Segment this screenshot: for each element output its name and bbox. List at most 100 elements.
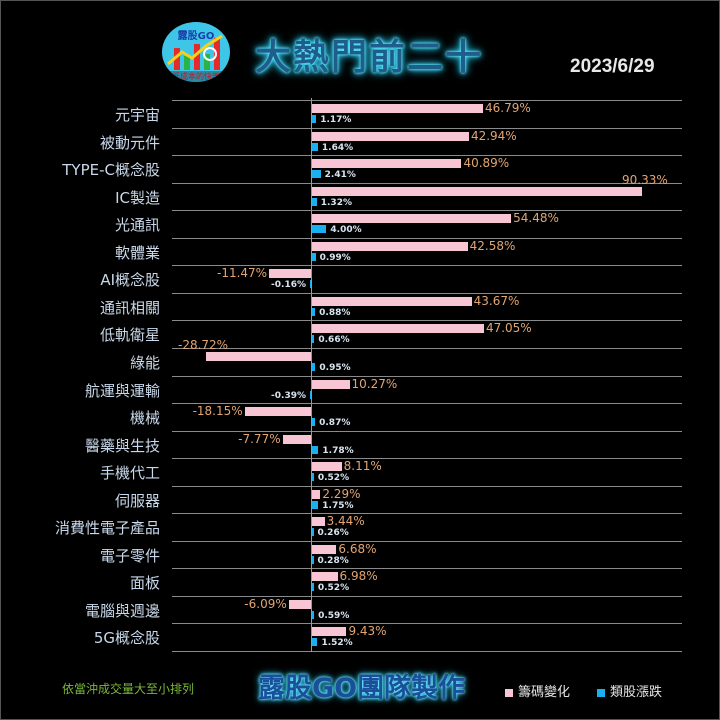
chip-change-bar [288, 599, 311, 609]
chip-change-value: 43.67% [473, 293, 520, 308]
chip-change-bar [282, 434, 311, 444]
legend-swatch-blue [597, 688, 605, 697]
gridline [172, 237, 682, 239]
gridline [172, 595, 682, 597]
chip-change-value: 42.94% [470, 128, 517, 143]
category-label: 元宇宙 [114, 106, 160, 124]
chip-change-bar [312, 572, 338, 582]
sector-change-bar [312, 252, 316, 261]
gridline [172, 623, 682, 625]
gridline [172, 513, 682, 515]
chip-change-bar [312, 489, 321, 499]
sector-change-bar [312, 225, 327, 234]
gridline [172, 651, 682, 652]
logo-bar-icon [194, 44, 200, 70]
category-label: 醫藥與生技 [84, 436, 160, 455]
logo-footer: 低成本的快樂 [162, 71, 230, 82]
category-label: 消費性電子產品 [54, 519, 160, 538]
category-label: 手機代工 [99, 464, 160, 483]
chip-change-bar [312, 324, 484, 334]
sector-change-value: 1.52% [321, 638, 353, 649]
legend-item-sector: 類股漲跌 [597, 681, 662, 700]
chip-change-bar [206, 351, 311, 361]
category-label: 伺服器 [114, 491, 160, 510]
zero-axis [311, 98, 312, 652]
gridline [172, 540, 682, 542]
category-label: 5G概念股 [93, 629, 160, 648]
chip-change-value: -28.72% [178, 337, 229, 352]
chip-change-bar [312, 462, 342, 472]
sector-change-bar [312, 335, 315, 344]
chip-change-bar [312, 159, 462, 169]
chip-change-bar [312, 296, 472, 306]
category-label: 軟體業 [114, 243, 160, 262]
chip-change-bar [312, 186, 643, 196]
sector-change-bar [309, 390, 311, 399]
legend-label: 籌碼變化 [518, 685, 571, 700]
sector-change-value: 1.75% [322, 500, 354, 511]
sector-change-bar [312, 362, 316, 371]
sort-note: 依當沖成交量大至小排列 [62, 682, 195, 696]
sector-change-value: -0.39% [271, 390, 306, 401]
logo-bar-icon [184, 56, 190, 70]
sector-change-bar [312, 638, 318, 647]
sector-change-bar [312, 583, 314, 592]
sector-change-bar [312, 115, 317, 123]
sector-change-bar [312, 528, 314, 537]
chip-change-value: 10.27% [351, 376, 398, 391]
sector-change-value: 0.95% [319, 362, 351, 373]
sector-change-bar [312, 170, 321, 179]
date-label: 2023/6/29 [570, 56, 655, 77]
gridline [172, 485, 682, 487]
sector-change-value: -0.16% [271, 280, 306, 291]
brand-logo: 露股GO 低成本的快樂 [162, 22, 230, 82]
gridline [172, 210, 682, 212]
chip-change-value: 8.11% [343, 459, 382, 474]
gridline [172, 375, 682, 377]
sector-change-bar [312, 307, 316, 316]
chip-change-value: 9.43% [348, 624, 387, 639]
gridline [172, 292, 682, 294]
sector-change-value: 0.26% [317, 528, 349, 539]
sector-change-value: 0.28% [317, 555, 349, 566]
category-label: 低軌衛星 [99, 326, 160, 345]
chip-change-value: 47.05% [485, 321, 532, 336]
trend-arrow-icon [167, 34, 223, 66]
sector-change-bar [312, 142, 318, 151]
chip-change-bar [312, 379, 350, 389]
sector-change-bar [312, 197, 317, 206]
chip-change-value: 46.79% [485, 101, 531, 115]
sector-change-value: 0.59% [318, 610, 350, 621]
gridline [172, 155, 682, 157]
chip-change-bar [312, 544, 337, 554]
sector-change-value: 1.17% [320, 115, 352, 125]
chip-change-value: 90.33% [622, 172, 668, 187]
chip-change-value: -11.47% [216, 266, 268, 281]
category-label: 電腦與週邊 [84, 601, 160, 620]
chip-change-value: 54.48% [513, 211, 559, 226]
sector-change-value: 1.32% [320, 197, 352, 208]
gridline [172, 458, 682, 460]
logo-bar-icon [174, 48, 180, 70]
team-credit: 露股GO團隊製作 [258, 673, 466, 704]
legend-swatch-pink [505, 688, 513, 697]
gridline [172, 403, 682, 405]
sector-change-bar [312, 555, 314, 564]
category-label: 綠能 [129, 353, 160, 372]
sector-change-value: 0.88% [319, 307, 351, 318]
sector-change-bar [312, 610, 315, 619]
logo-bar-icon [204, 54, 210, 70]
category-label: 通訊相關 [99, 298, 160, 317]
sector-change-value: 1.78% [322, 445, 354, 456]
sector-change-value: 4.00% [330, 225, 362, 236]
sector-change-value: 0.66% [318, 335, 350, 346]
chip-change-value: -6.09% [244, 596, 287, 611]
sector-change-bar [312, 500, 319, 509]
chip-change-value: 42.58% [469, 238, 516, 253]
category-label: AI概念股 [100, 271, 160, 290]
legend-label: 類股漲跌 [610, 685, 663, 700]
chip-change-bar [312, 241, 468, 251]
chip-change-bar [244, 407, 311, 417]
chip-change-value: 3.44% [326, 514, 365, 529]
gridline [172, 568, 682, 570]
